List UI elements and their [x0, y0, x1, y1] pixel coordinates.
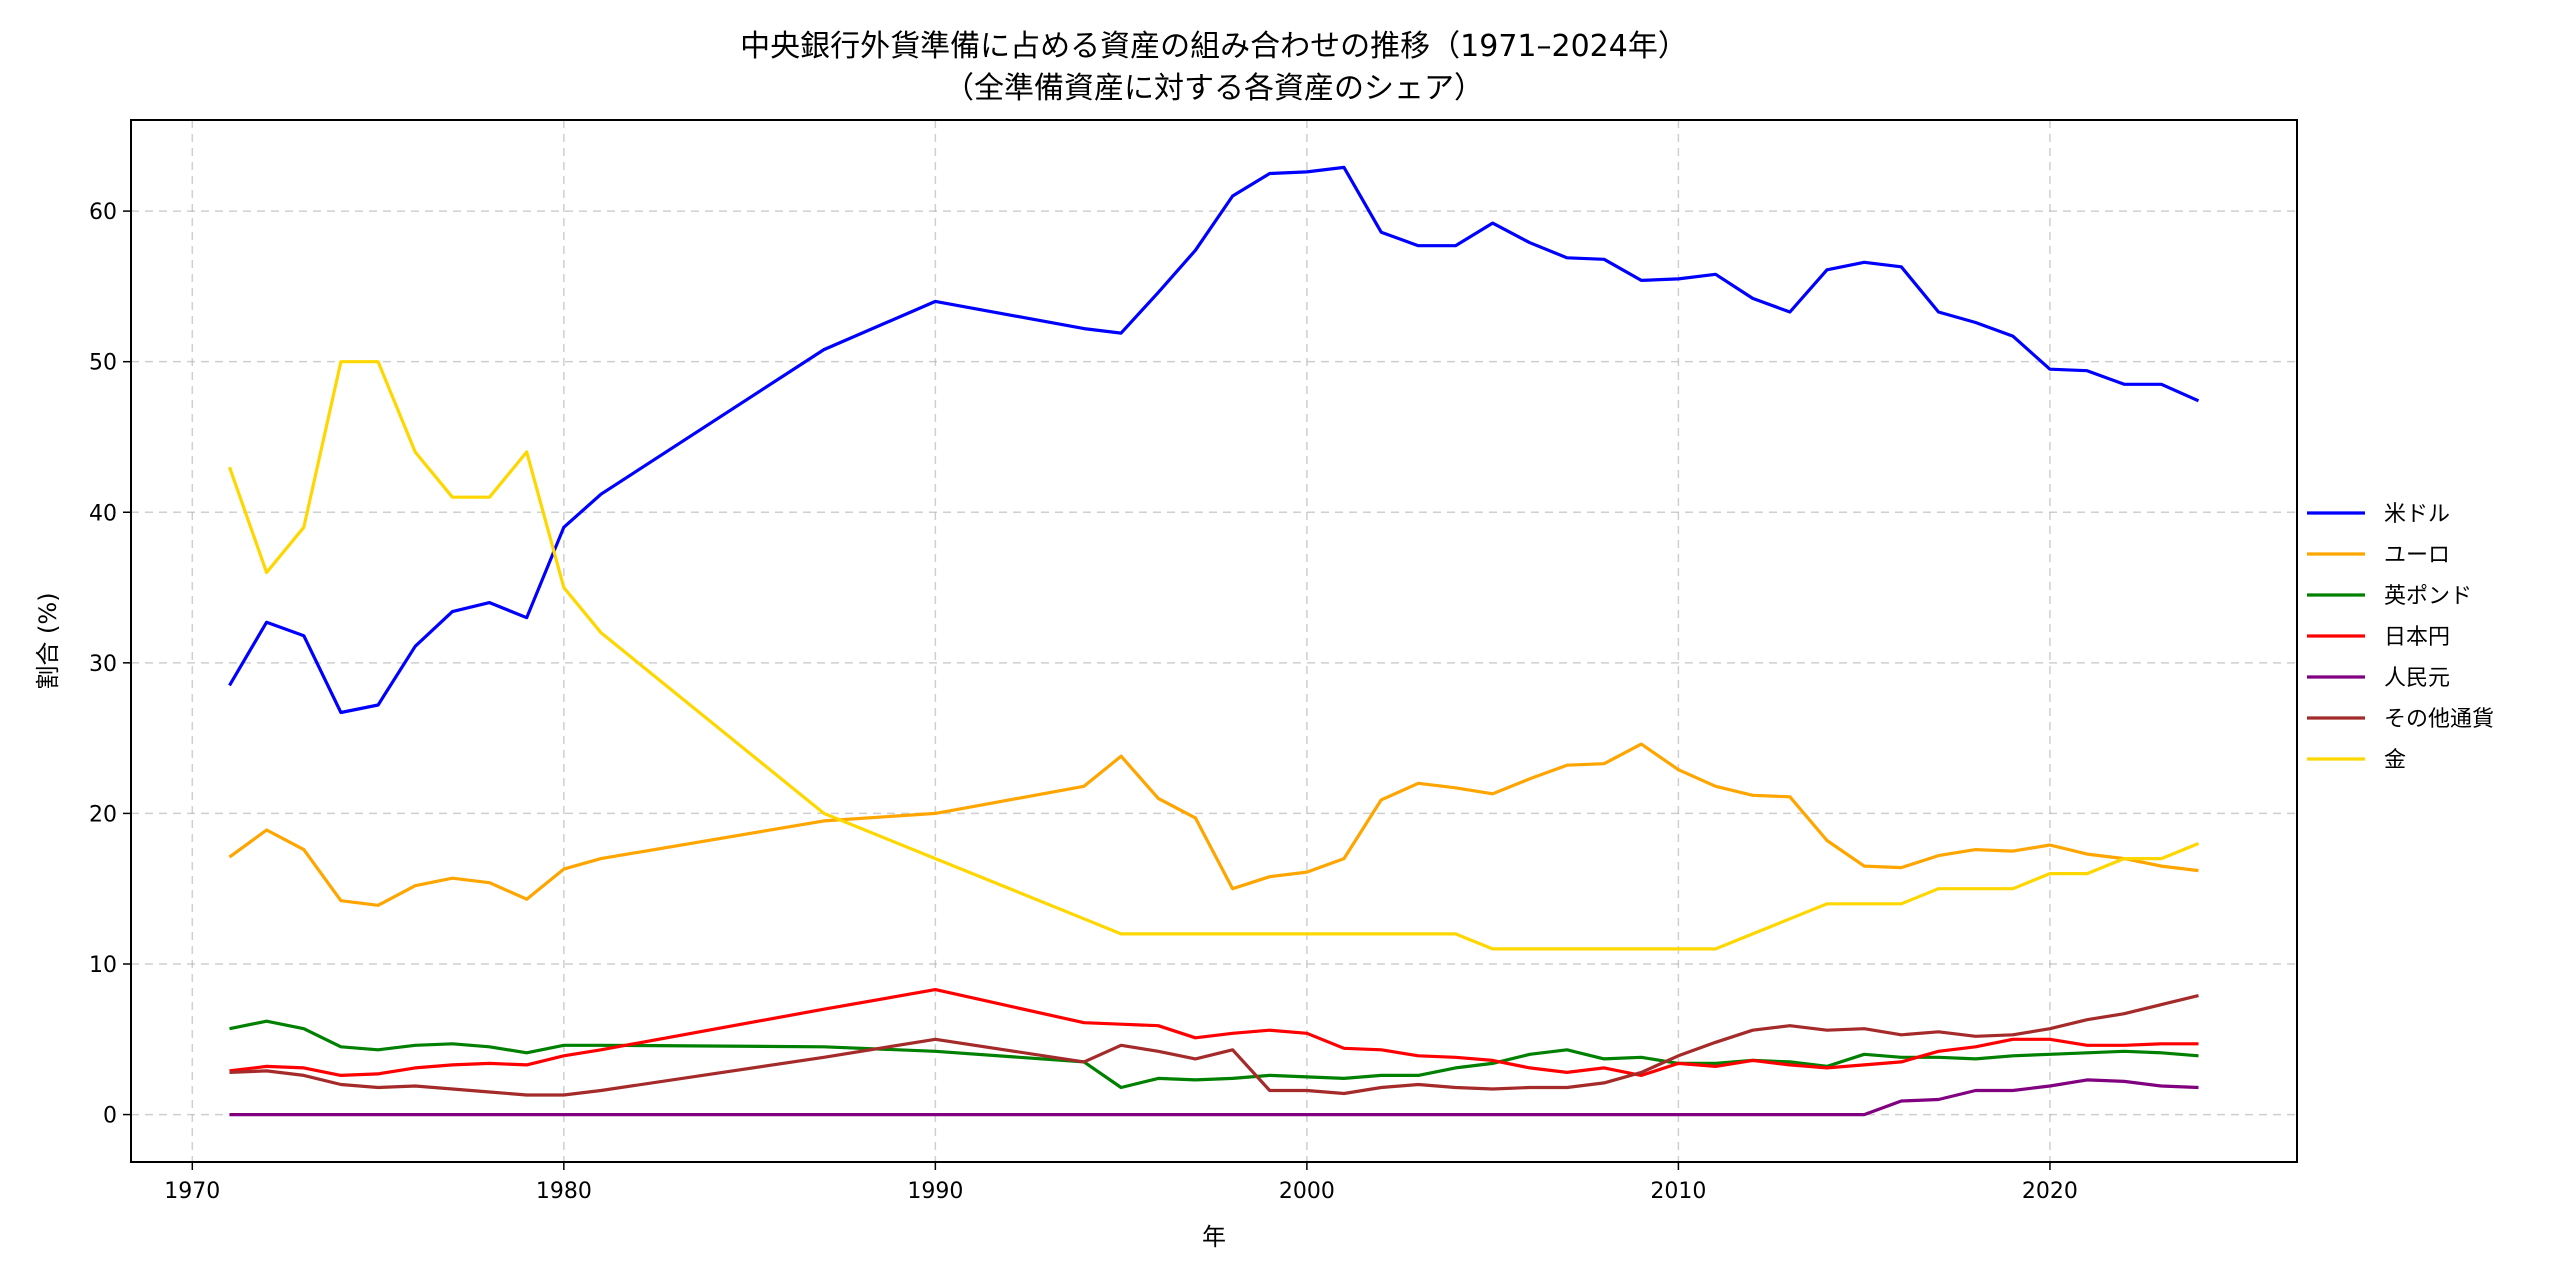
y-axis-label: 割合 (%) — [34, 592, 62, 689]
legend-label: 人民元 — [2384, 666, 2450, 691]
chart-title: 中央銀行外貨準備に占める資産の組み合わせの推移（1971–2024年） — [740, 29, 1688, 64]
y-tick-label: 10 — [89, 953, 117, 978]
series-lines — [227, 165, 2200, 1117]
plot-frame — [130, 119, 2298, 1163]
series-line-5 — [229, 994, 2199, 1097]
grid — [131, 120, 2297, 1162]
legend-label: その他通貨 — [2384, 707, 2494, 732]
x-tick-label: 2010 — [1650, 1179, 1706, 1204]
legend-label: 日本円 — [2384, 625, 2450, 650]
series-line-1 — [228, 742, 2199, 907]
y-tick-label: 50 — [89, 351, 117, 376]
x-tick-label: 1980 — [536, 1179, 592, 1204]
y-tick-label: 40 — [89, 501, 117, 526]
x-axis-label: 年 — [1202, 1223, 1226, 1251]
x-tick-label: 1970 — [164, 1179, 220, 1204]
legend-label: 金 — [2384, 748, 2406, 773]
series-line-3 — [229, 987, 2199, 1078]
x-tick-label: 2000 — [1279, 1179, 1335, 1204]
axis-ticks: 1970 1980 1990 2000 2010 2020 0 10 20 30 40 50 60 — [89, 200, 2078, 1204]
y-tick-label: 20 — [89, 802, 117, 827]
series-line-4 — [229, 1078, 2199, 1117]
y-tick-label: 0 — [103, 1104, 117, 1129]
series-line-0 — [228, 165, 2200, 715]
series-line-2 — [229, 1019, 2199, 1090]
legend-label: 米ドル — [2384, 502, 2450, 527]
x-tick-label: 2020 — [2022, 1179, 2078, 1204]
x-tick-label: 1990 — [907, 1179, 963, 1204]
y-tick-label: 60 — [89, 200, 117, 225]
legend-label: ユーロ — [2384, 543, 2450, 568]
legend-label: 英ポンド — [2384, 584, 2472, 609]
y-tick-label: 30 — [89, 652, 117, 677]
series-line-6 — [227, 360, 2200, 951]
chart-subtitle: （全準備資産に対する各資産のシェア） — [944, 71, 1484, 106]
